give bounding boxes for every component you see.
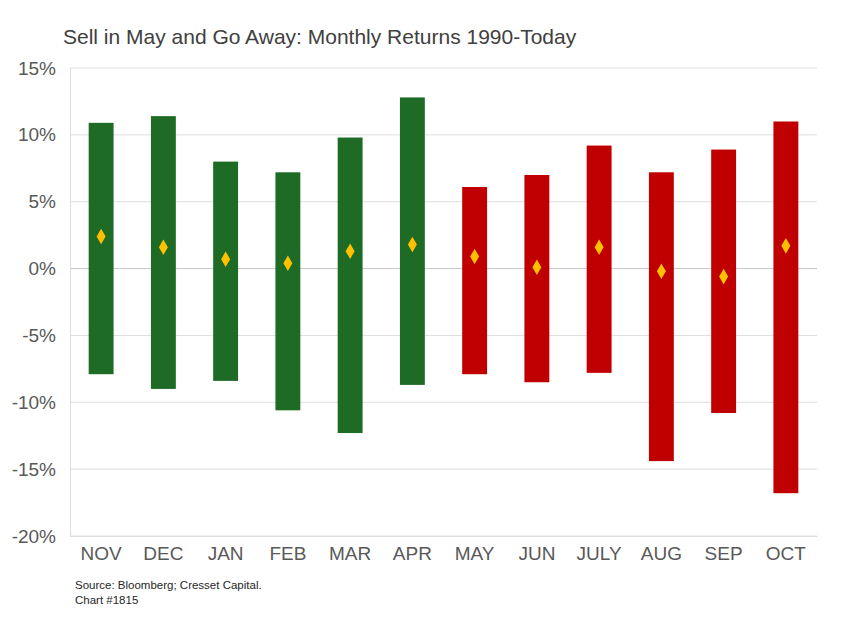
x-tick: OCT <box>766 536 807 564</box>
range-bar <box>338 138 363 434</box>
average-marker <box>283 255 292 271</box>
average-marker <box>221 251 230 267</box>
x-tick: AUG <box>641 536 682 564</box>
x-tick: APR <box>393 536 432 564</box>
y-tick-label: 5% <box>29 191 57 212</box>
range-bar <box>773 121 798 493</box>
grid-line <box>70 335 817 336</box>
y-tick: 10% <box>18 124 70 145</box>
x-tick: MAR <box>329 536 371 564</box>
average-marker <box>781 238 790 254</box>
source-note: Chart #1815 <box>75 594 138 606</box>
y-tick-label: -5% <box>22 325 56 346</box>
y-tick-label: -20% <box>12 526 56 547</box>
title: Sell in May and Go Away: Monthly Returns… <box>63 25 577 48</box>
y-tick-label: -15% <box>12 459 56 480</box>
average-marker <box>719 269 728 285</box>
x-tick-label: JUN <box>518 543 555 564</box>
marks <box>89 97 799 493</box>
source-note: Source: Bloomberg; Cresset Capital. <box>75 579 262 591</box>
x-tick: NOV <box>81 536 123 564</box>
x-tick-label: MAY <box>455 543 495 564</box>
y-tick: -20% <box>12 526 70 547</box>
x-tick: JULY <box>577 536 622 564</box>
y-tick: 15% <box>18 58 70 79</box>
range-bar <box>524 175 549 382</box>
x-axis: NOV DEC JAN FEB MAR APR MAY JUN JULY AUG SEP OCT <box>71 536 818 564</box>
range-bar <box>711 150 736 413</box>
average-marker <box>97 229 106 245</box>
y-tick-label: 0% <box>29 258 57 279</box>
x-tick-label: MAR <box>329 543 371 564</box>
y-tick-label: 15% <box>18 58 56 79</box>
grid <box>70 68 817 536</box>
x-axis-line <box>71 536 818 537</box>
range-bar <box>213 162 238 381</box>
x-tick-label: JAN <box>208 543 244 564</box>
chart: Sell in May and Go Away: Monthly Returns… <box>0 0 863 627</box>
x-tick: JUN <box>518 536 555 564</box>
grid-line <box>70 134 817 135</box>
average-marker <box>408 237 417 253</box>
x-tick-label: OCT <box>766 543 807 564</box>
range-bar <box>649 172 674 461</box>
x-tick-label: APR <box>393 543 432 564</box>
y-axis: -20% -15% -10% -5% 0% 5% 10% 15% <box>12 58 71 547</box>
average-marker <box>159 239 168 255</box>
x-tick-label: NOV <box>81 543 123 564</box>
x-tick-label: SEP <box>705 543 743 564</box>
average-marker <box>595 239 604 255</box>
grid-line <box>70 402 817 403</box>
range-bar <box>151 116 176 389</box>
average-marker <box>532 259 541 275</box>
x-tick-label: FEB <box>269 543 306 564</box>
range-bar <box>400 97 425 384</box>
x-tick: DEC <box>143 536 183 564</box>
average-marker <box>346 243 355 259</box>
x-tick-label: AUG <box>641 543 682 564</box>
grid-line <box>70 469 817 470</box>
x-tick: SEP <box>705 536 743 564</box>
grid-line <box>70 536 817 537</box>
y-tick: -15% <box>12 459 70 480</box>
y-axis-line <box>70 69 71 537</box>
y-tick: 5% <box>29 191 70 212</box>
y-tick: -10% <box>12 392 70 413</box>
grid-line <box>70 201 817 202</box>
y-tick: -5% <box>22 325 70 346</box>
range-bar <box>275 172 300 410</box>
range-bar <box>462 187 487 374</box>
y-tick-label: 10% <box>18 124 56 145</box>
x-tick: FEB <box>269 536 306 564</box>
range-bar <box>587 146 612 373</box>
range-bar <box>89 123 114 374</box>
grid-line <box>70 268 817 269</box>
x-tick-label: DEC <box>143 543 183 564</box>
x-tick: MAY <box>455 536 495 564</box>
x-tick: JAN <box>208 536 244 564</box>
y-tick: 0% <box>29 258 70 279</box>
average-marker <box>657 263 666 279</box>
x-tick-label: JULY <box>577 543 622 564</box>
grid-line <box>70 68 817 69</box>
average-marker <box>470 249 479 265</box>
y-tick-label: -10% <box>12 392 56 413</box>
